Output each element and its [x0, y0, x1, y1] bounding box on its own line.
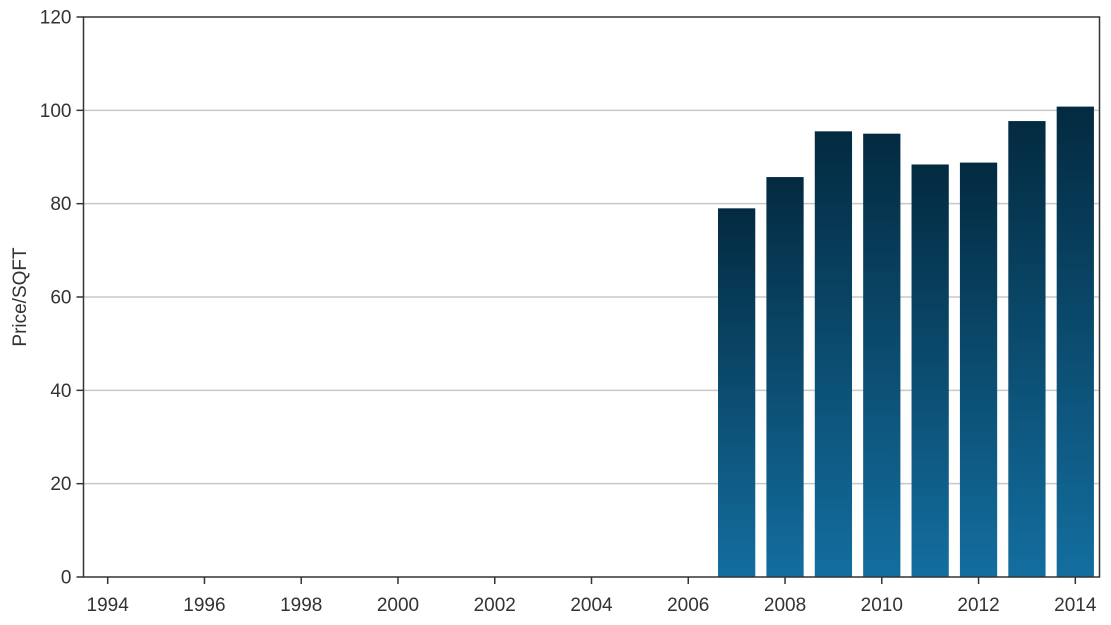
- bar-2007: [718, 208, 756, 578]
- x-axis-ticks: 1994 1996 1998 2000 2002 2004 2006 2008 2010 2012…: [87, 577, 1097, 616]
- y-tick-label: 80: [50, 194, 71, 215]
- y-tick-label: 20: [50, 474, 71, 495]
- y-axis-ticks: 0 20 40 60 80 100 120: [40, 8, 84, 589]
- x-tick-label: 2010: [861, 595, 903, 616]
- y-tick-label: 100: [40, 101, 72, 122]
- y-tick-label: 60: [50, 288, 71, 309]
- x-tick-label: 1996: [183, 595, 225, 616]
- bar-2008: [766, 177, 804, 578]
- bar-2013: [1008, 121, 1046, 578]
- y-tick-label: 120: [40, 8, 72, 29]
- bar-2011: [911, 164, 949, 577]
- x-tick-label: 2004: [570, 595, 613, 616]
- bar-2014: [1056, 106, 1094, 577]
- x-tick-label: 1994: [87, 595, 130, 616]
- x-tick-label: 2002: [474, 595, 516, 616]
- x-tick-label: 2008: [764, 595, 806, 616]
- bar-2009: [814, 131, 853, 578]
- x-tick-label: 2000: [377, 595, 419, 616]
- y-tick-label: 0: [61, 568, 72, 589]
- x-tick-label: 1998: [280, 595, 322, 616]
- bar-2010: [863, 133, 901, 577]
- y-axis-label: Price/SQFT: [10, 247, 31, 347]
- x-tick-label: 2006: [667, 595, 709, 616]
- x-tick-label: 2014: [1054, 595, 1097, 616]
- y-tick-label: 40: [50, 381, 71, 402]
- bar-2012: [959, 162, 998, 577]
- bars: [718, 106, 1094, 578]
- x-tick-label: 2012: [957, 595, 999, 616]
